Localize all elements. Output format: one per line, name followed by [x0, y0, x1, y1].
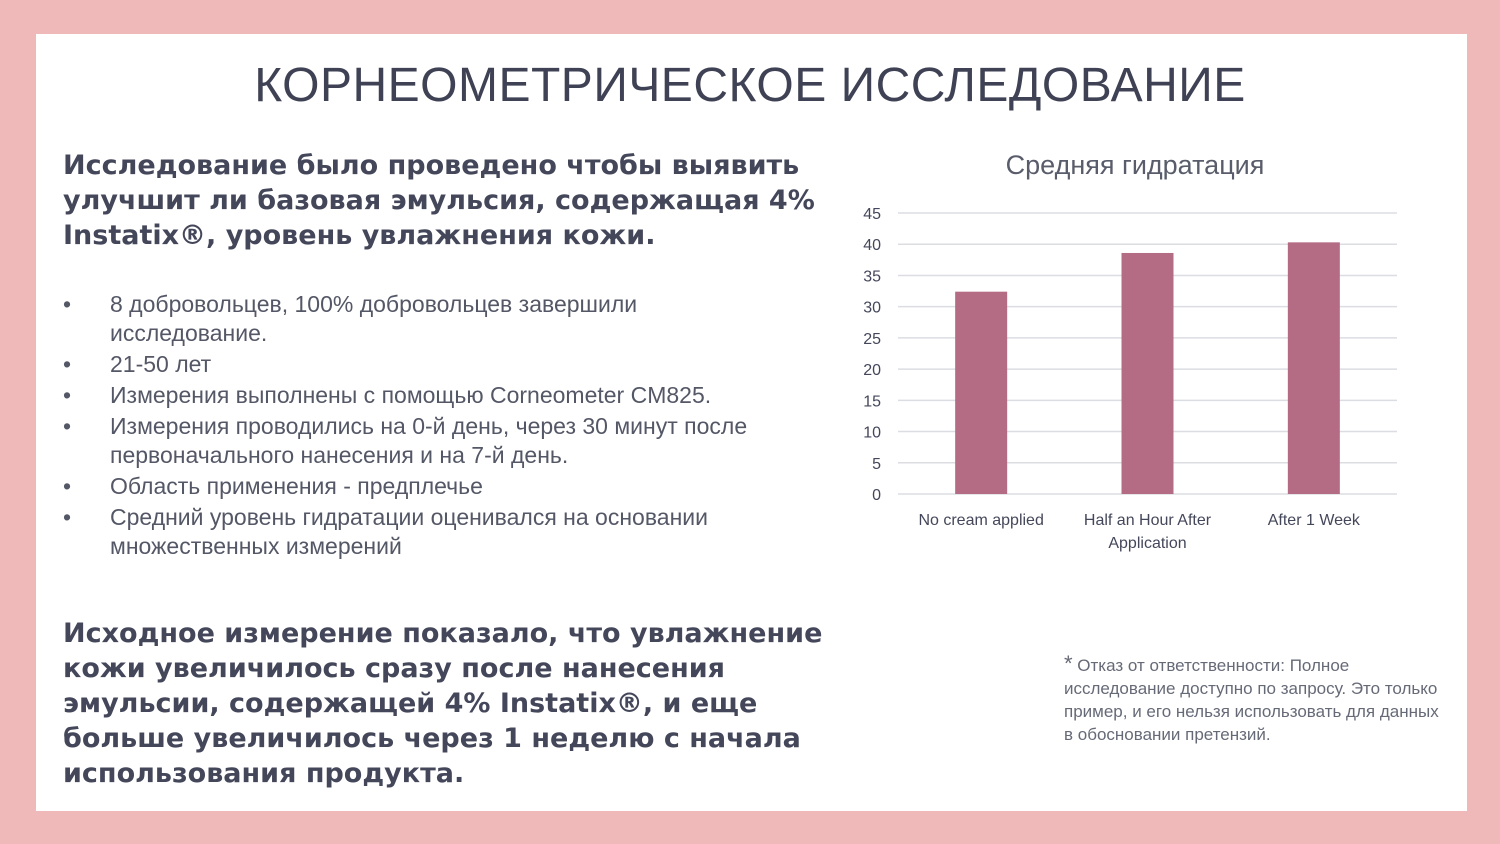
bullet-list: • 8 добровольцев, 100% добровольцев завер… [63, 290, 783, 563]
bullet-text: 21-50 лет [110, 351, 212, 377]
y-tick-label: 15 [863, 393, 881, 410]
bullet-item: • Измерения проводились на 0-й день, чере… [63, 412, 783, 470]
bullet-text: Средний уровень гидратации оценивался на… [110, 504, 708, 559]
y-tick-label: 20 [863, 362, 881, 379]
y-tick-label: 25 [863, 331, 881, 348]
x-tick-label: Application [1108, 535, 1186, 552]
y-tick-label: 10 [863, 425, 881, 442]
y-tick-label: 45 [863, 206, 881, 223]
bullet-item: • 21-50 лет [63, 350, 783, 379]
bullet-item: • Измерения выполнены с помощью Corneomet… [63, 381, 783, 410]
slide-background [36, 34, 1467, 811]
disclaimer-text: Отказ от ответственности: Полное исследо… [1064, 656, 1439, 744]
bullet-text: Область применения - предплечье [110, 473, 483, 499]
y-tick-label: 30 [863, 300, 881, 317]
bullet-item: • Средний уровень гидратации оценивался н… [63, 503, 783, 561]
bar [1287, 242, 1340, 494]
bullet-text: Измерения проводились на 0-й день, через… [110, 413, 748, 468]
bullet-item: • Область применения - предплечье [63, 472, 783, 501]
bar [955, 291, 1008, 494]
bullet-icon: • [63, 473, 72, 499]
y-tick-label: 40 [863, 237, 881, 254]
bar [1121, 252, 1174, 494]
slide-title: КОРНЕОМЕТРИЧЕСКОЕ ИССЛЕДОВАНИЕ [254, 59, 1246, 112]
bullet-icon: • [63, 413, 72, 439]
bullet-icon: • [63, 504, 72, 530]
y-tick-label: 5 [872, 456, 881, 473]
bullet-text: 8 добровольцев, 100% добровольцев заверш… [110, 291, 638, 346]
asterisk: * [1064, 651, 1073, 676]
bullet-icon: • [63, 291, 72, 317]
y-tick-label: 35 [863, 268, 881, 285]
bullet-icon: • [63, 382, 72, 408]
bullet-text: Измерения выполнены с помощью Corneomete… [110, 382, 712, 408]
intro-text: Исследование было проведено чтобы выявит… [63, 150, 815, 251]
chart-title: Средняя гидратация [1005, 150, 1265, 180]
bullet-item: • 8 добровольцев, 100% добровольцев завер… [63, 290, 783, 348]
x-tick-label: Half an Hour After [1084, 512, 1212, 529]
disclaimer: * Отказ от ответственности: Полное иссле… [1064, 652, 1444, 746]
conclusion-text: Исходное измерение показало, что увлажне… [63, 618, 823, 789]
y-tick-label: 0 [872, 487, 881, 504]
x-tick-label: No cream applied [918, 512, 1043, 529]
bullet-icon: • [63, 351, 72, 377]
x-tick-label: After 1 Week [1268, 512, 1361, 529]
